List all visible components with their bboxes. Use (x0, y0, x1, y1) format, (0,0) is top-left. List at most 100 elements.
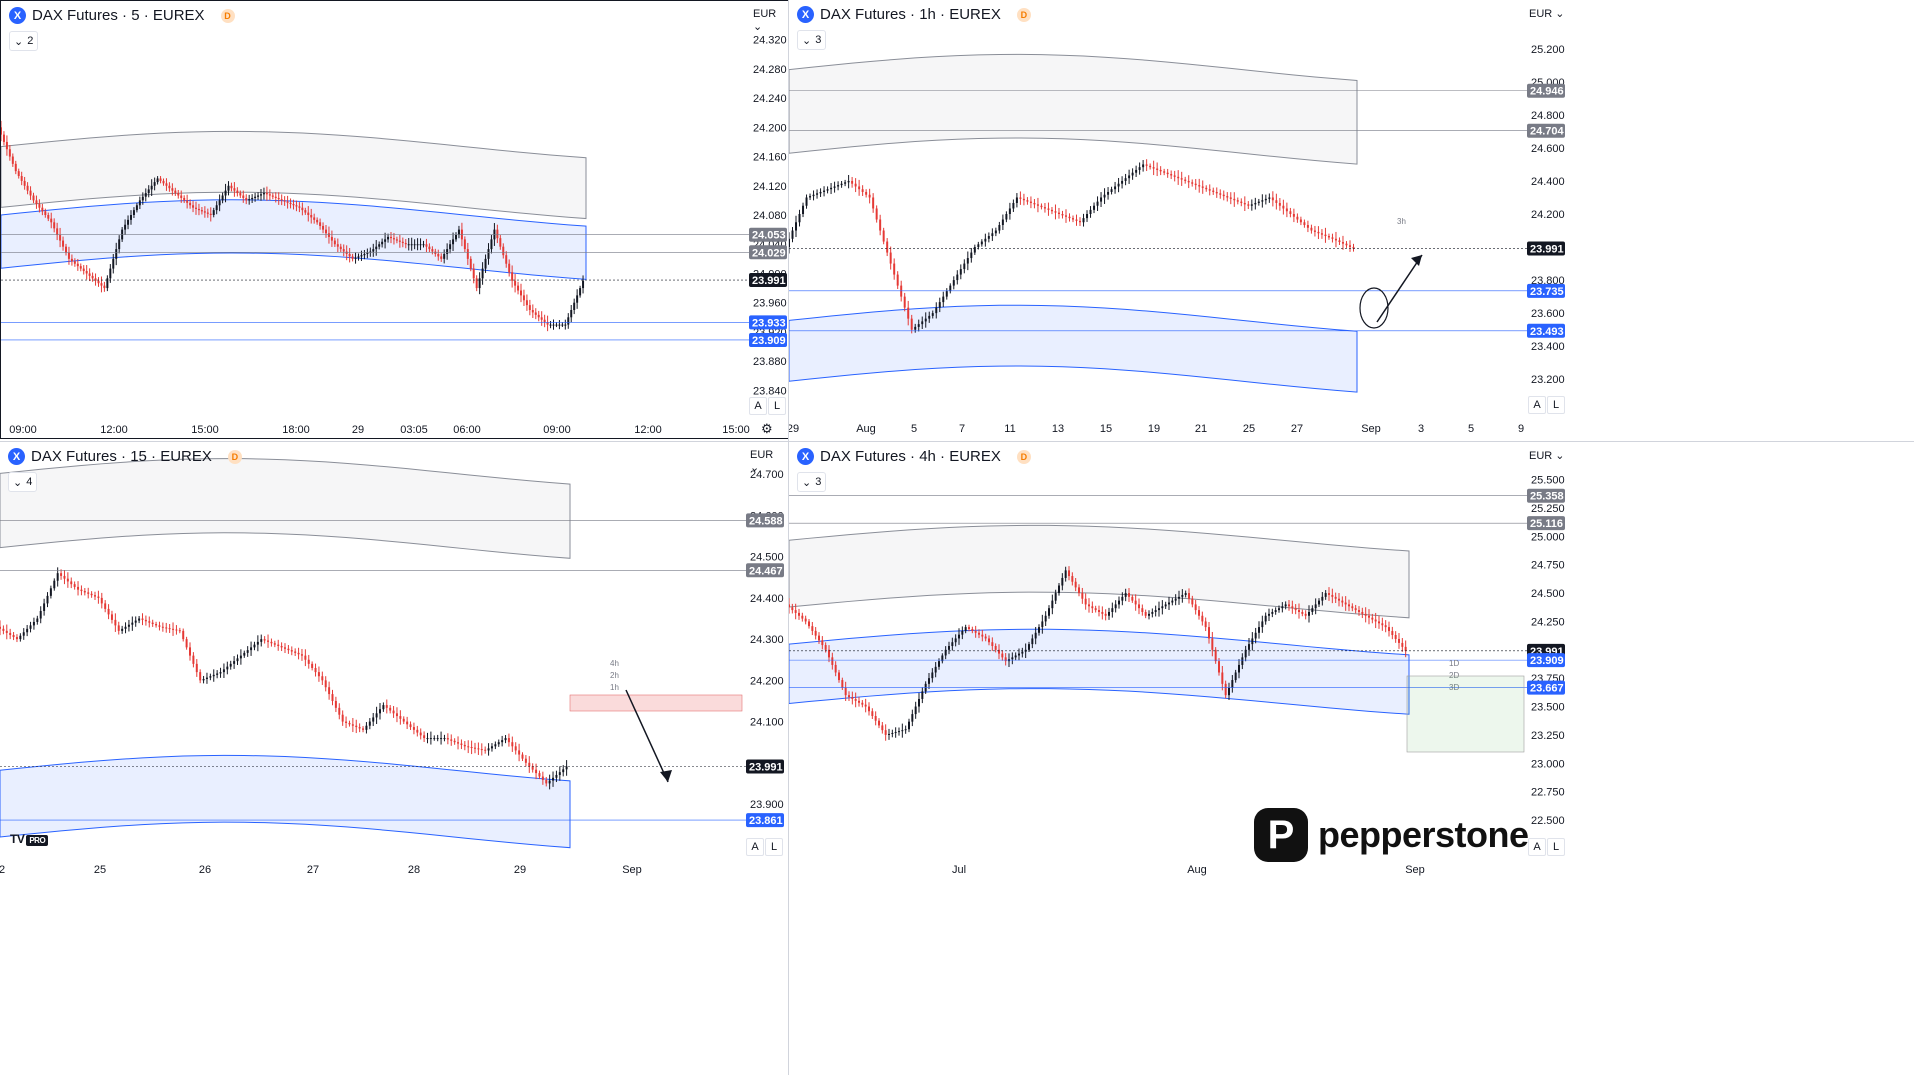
x-tick-label: 12:00 (100, 424, 128, 436)
auto-scale-button[interactable]: A (1528, 838, 1546, 856)
candle-body (1224, 683, 1227, 696)
currency-select[interactable]: EUR ⌄ (746, 447, 788, 476)
candle-body (1051, 600, 1054, 609)
candle-body (327, 233, 330, 237)
chart-pane-4h[interactable]: 25.50025.25025.00024.75024.50024.25024.0… (789, 442, 1914, 1075)
candle-body (970, 252, 973, 259)
candle-body (251, 197, 254, 200)
candle-body (53, 222, 56, 229)
log-scale-button[interactable]: L (768, 397, 786, 415)
candle-body (861, 189, 864, 192)
chart-pane-1h[interactable]: 25.20025.00024.80024.60024.40024.20024.0… (789, 0, 1914, 441)
candle-body (1240, 201, 1243, 203)
candle-body (1384, 625, 1387, 628)
candle-body (94, 278, 97, 281)
y-tick-label: 24.500 (1531, 588, 1565, 600)
candle-body (77, 586, 80, 590)
candle-body (1351, 606, 1354, 609)
candle-body (44, 211, 47, 215)
candle-body (549, 324, 552, 326)
chart-pane-5m[interactable]: 24.320 24.280 24.240 24.200 24.160 24.120 24.0… (0, 0, 789, 439)
y-tick-label: 23.250 (1531, 730, 1565, 742)
indicators-toggle[interactable]: ⌄ 3 (797, 30, 827, 50)
candle-body (56, 228, 59, 235)
candle-body (901, 730, 904, 732)
y-tick-label: 24.400 (750, 593, 784, 605)
candle-body (956, 274, 959, 281)
currency-label: EUR (1529, 450, 1553, 462)
candle-body (521, 754, 524, 759)
candle-body (378, 244, 381, 247)
pane-divider-horizontal[interactable] (0, 441, 1914, 442)
candle-body (505, 255, 508, 264)
symbol-header[interactable]: X DAX Futures · 4h · EUREX D (797, 448, 1031, 465)
indicator-count: 2 (27, 35, 34, 47)
y-tick-label: 24.250 (1531, 616, 1565, 628)
symbol-header[interactable]: X DAX Futures · 5 · EUREX D (9, 7, 235, 24)
candle-body (17, 171, 20, 177)
candle-body (490, 239, 493, 250)
candle-body (402, 718, 405, 722)
candle-body (91, 275, 94, 279)
candle-body (1022, 198, 1025, 201)
candle-body (195, 663, 198, 673)
symbol-header[interactable]: X DAX Futures · 15 · EUREX D (8, 448, 242, 465)
chart-pane-15m[interactable]: 24.70024.60024.50024.40024.30024.20024.1… (0, 442, 788, 1075)
candle-body (507, 738, 510, 743)
log-scale-button[interactable]: L (1547, 396, 1565, 414)
currency-label: EUR (750, 449, 774, 461)
currency-select[interactable]: EUR ⌄ (1525, 5, 1569, 22)
candle-body (286, 201, 289, 203)
candle-body (104, 603, 107, 609)
candle-body (565, 766, 568, 770)
pepperstone-wordmark: pepperstone (1318, 814, 1529, 855)
gear-icon[interactable]: ⚙ (761, 421, 773, 436)
candle-body (330, 236, 333, 241)
candle-body (440, 738, 443, 740)
candle-body (501, 740, 504, 743)
candle-body (1072, 218, 1074, 220)
candle-body (171, 188, 174, 191)
auto-scale-button[interactable]: A (749, 397, 767, 415)
candle-body (366, 252, 369, 254)
candle-body (440, 256, 443, 259)
currency-select[interactable]: EUR ⌄ (749, 6, 788, 35)
candle-body (548, 780, 551, 784)
price-label-box (1527, 680, 1565, 695)
log-scale-button[interactable]: L (765, 838, 783, 856)
candle-body (94, 595, 96, 597)
candle-body (520, 290, 522, 296)
candle-body (848, 695, 850, 698)
candle-body (212, 210, 215, 215)
symbol-header[interactable]: X DAX Futures · 1h · EUREX D (797, 6, 1031, 23)
pane-divider-vertical[interactable] (788, 0, 789, 1075)
candle-body (1108, 611, 1110, 616)
candle-body (879, 219, 882, 231)
candle-body (339, 246, 342, 250)
log-scale-button[interactable]: L (1547, 838, 1565, 856)
x-tick-label: Sep (1361, 423, 1381, 435)
candle-body (342, 249, 345, 252)
indicators-toggle[interactable]: ⌄ 4 (8, 472, 38, 492)
currency-select[interactable]: EUR ⌄ (1525, 447, 1569, 464)
candle-body (460, 743, 463, 745)
candle-body (389, 707, 392, 711)
candle-body (153, 182, 156, 186)
candle-body (1054, 593, 1057, 601)
candle-body (980, 241, 983, 245)
x-tick-label: Sep (1405, 864, 1425, 876)
candle-body (524, 758, 527, 763)
candle-body (931, 672, 934, 679)
candle-body (1107, 191, 1110, 195)
auto-scale-button[interactable]: A (1528, 396, 1546, 414)
candle-body (82, 268, 85, 272)
candle-body (138, 200, 141, 206)
candle-body (907, 307, 910, 319)
auto-scale-button[interactable]: A (746, 838, 764, 856)
candle-body (186, 200, 189, 203)
candle-body (192, 655, 195, 664)
candle-body (904, 729, 907, 731)
candle-body (1154, 610, 1157, 612)
indicators-toggle[interactable]: ⌄ 3 (797, 472, 827, 492)
indicators-toggle[interactable]: ⌄ 2 (9, 31, 39, 51)
